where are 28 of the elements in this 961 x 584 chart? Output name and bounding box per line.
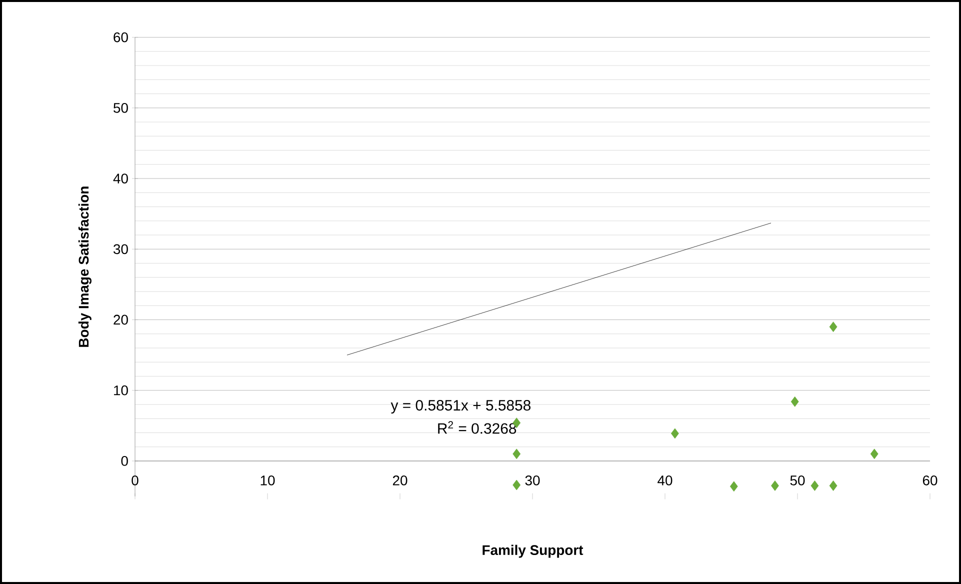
point xyxy=(730,481,738,492)
point xyxy=(810,480,819,491)
annotation: R$^{2}$ = 0.3268 xyxy=(438,421,516,434)
point xyxy=(670,428,679,439)
point xyxy=(790,396,799,407)
point xyxy=(829,480,838,491)
point xyxy=(512,480,521,490)
y-tick-label: 40 xyxy=(113,174,128,184)
y-tick-label: 50 xyxy=(114,102,128,113)
y-tick-label: 30 xyxy=(114,244,128,254)
point xyxy=(512,448,521,460)
x-axis-title: Family Support xyxy=(482,544,584,558)
y-axis-title: Body Image Satisfaction xyxy=(78,186,92,347)
y-tick-label: 0 xyxy=(121,456,128,466)
x-tick-label: 20 xyxy=(392,475,408,486)
x-tick-label: 30 xyxy=(525,475,540,486)
x-tick-label: 40 xyxy=(658,475,672,486)
point xyxy=(870,448,878,460)
y-tick-label: 10 xyxy=(114,385,128,396)
x-tick-label: 10 xyxy=(260,475,275,486)
x-tick-label: 60 xyxy=(922,475,938,486)
x-tick-label: 50 xyxy=(790,475,805,486)
point xyxy=(771,480,779,491)
y-tick-label: 20 xyxy=(114,314,128,325)
annotation: y = 0.5851x + 5.5858 xyxy=(390,400,530,414)
y-tick-label: 60 xyxy=(114,32,128,42)
x-tick-label: 0 xyxy=(132,475,138,486)
point xyxy=(829,322,838,332)
